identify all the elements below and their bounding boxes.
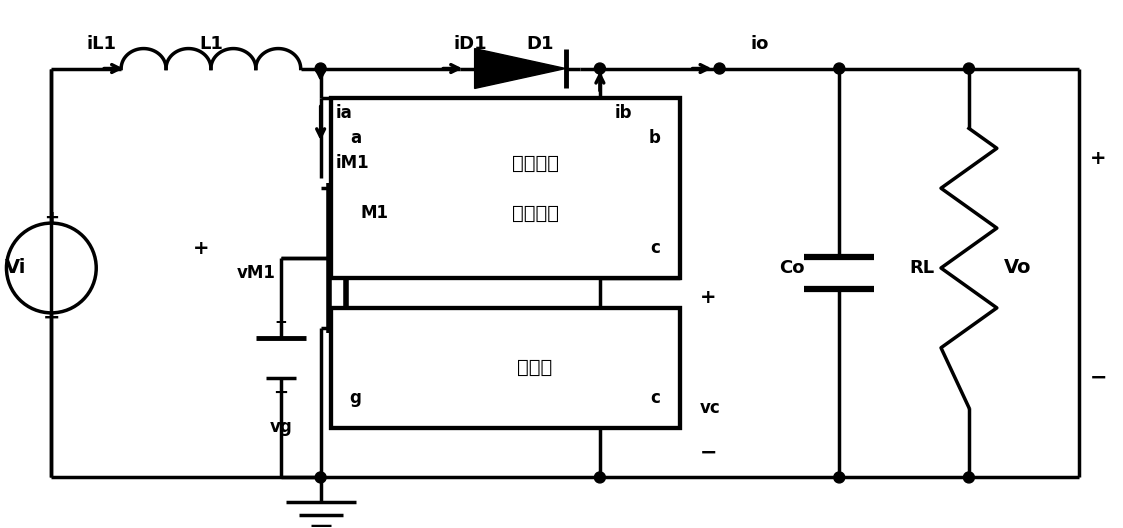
Circle shape [594, 472, 605, 483]
Text: RL: RL [909, 259, 934, 277]
Text: ib: ib [615, 105, 632, 122]
Bar [330, 308, 679, 428]
Text: +: + [700, 288, 716, 307]
Text: M1: M1 [360, 204, 389, 222]
Text: vM1: vM1 [237, 264, 276, 282]
Text: D1: D1 [527, 34, 554, 53]
Text: a: a [350, 129, 362, 147]
Text: −: − [1089, 367, 1107, 388]
Text: vc: vc [700, 399, 720, 417]
Text: vg: vg [270, 418, 292, 436]
Text: iM1: iM1 [336, 154, 369, 172]
Circle shape [316, 63, 326, 74]
Text: ia: ia [336, 105, 353, 122]
Text: Co: Co [779, 259, 804, 277]
Polygon shape [475, 49, 566, 89]
Text: g: g [349, 389, 362, 407]
Bar [330, 308, 679, 428]
Text: c: c [650, 389, 659, 407]
Text: iL1: iL1 [86, 34, 116, 53]
Text: b: b [649, 129, 660, 147]
Text: iD1: iD1 [454, 34, 487, 53]
Circle shape [316, 472, 326, 483]
Text: 补唇支路: 补唇支路 [512, 204, 558, 223]
Bar [330, 98, 679, 278]
Text: +: + [274, 315, 287, 331]
Text: −: − [43, 308, 61, 328]
Text: c: c [650, 239, 659, 257]
Text: 控制器: 控制器 [518, 358, 553, 377]
Text: −: − [700, 442, 718, 463]
Circle shape [833, 63, 844, 74]
Text: +: + [193, 239, 209, 258]
Text: 输出电流: 输出电流 [512, 154, 558, 173]
Text: −: − [273, 384, 289, 402]
Circle shape [964, 472, 975, 483]
Circle shape [594, 63, 605, 74]
Text: Vo: Vo [1004, 259, 1031, 278]
Text: Vi: Vi [4, 259, 27, 278]
Circle shape [833, 472, 844, 483]
Text: io: io [750, 34, 768, 53]
Text: L1: L1 [199, 34, 222, 53]
Circle shape [964, 63, 975, 74]
Circle shape [714, 63, 725, 74]
Text: +: + [44, 209, 58, 227]
Bar [330, 98, 679, 278]
Text: +: + [1090, 149, 1107, 168]
